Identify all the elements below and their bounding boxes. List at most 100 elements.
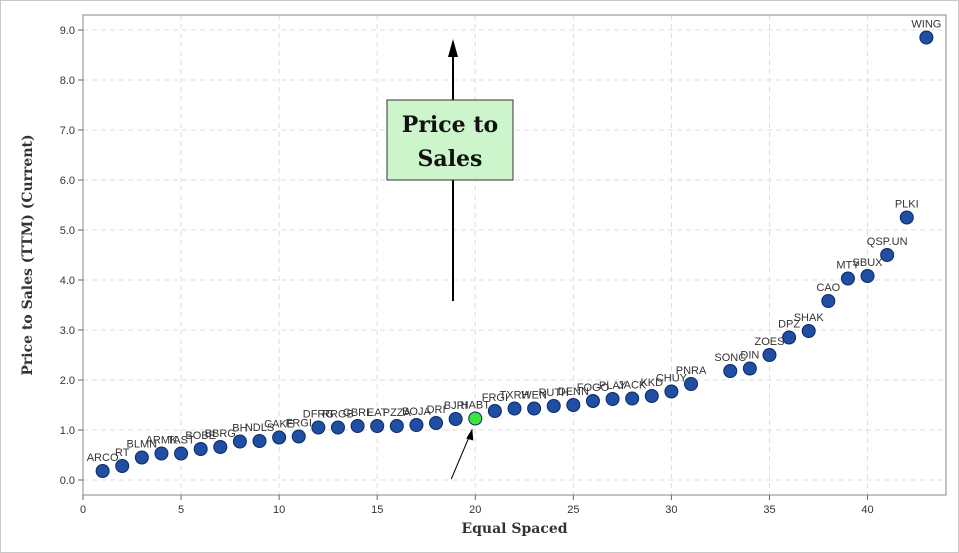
data-point-label: MTY <box>836 260 860 272</box>
data-point-label: PNRA <box>676 365 707 377</box>
data-point <box>134 450 149 465</box>
callout-box <box>386 99 514 181</box>
data-point-label: RUTH <box>538 387 569 399</box>
x-tick-label: 5 <box>178 504 184 516</box>
highlight-pointer-arrow <box>450 428 474 480</box>
price-to-sales-callout: Price to Sales <box>386 39 514 301</box>
data-point <box>605 392 620 406</box>
y-tick-label: 2.0 <box>60 375 75 387</box>
data-point <box>899 210 914 225</box>
pointer-head <box>466 428 474 441</box>
data-point-label: ARMK <box>146 435 178 447</box>
data-point-label: BOBE <box>185 430 216 442</box>
x-tick-label: 15 <box>371 504 383 516</box>
x-tick-label: 40 <box>861 504 873 516</box>
data-point <box>644 389 659 403</box>
data-point-label: SBUX <box>853 257 884 269</box>
y-axis-title: Price to Sales (TTM) (Current) <box>20 134 36 375</box>
data-point-label: FOGO <box>577 382 610 394</box>
y-tick-label: 0.0 <box>60 475 75 487</box>
data-point <box>429 416 444 430</box>
data-point <box>330 420 345 435</box>
data-point <box>625 391 640 406</box>
plot-area <box>82 14 947 496</box>
data-point-label: FRGI <box>482 392 508 404</box>
data-point-label: HABT <box>461 400 491 412</box>
data-point <box>350 419 365 433</box>
tick-labels: 0.0 1.0 2.0 3.0 4.0 5.0 6.0 7.0 8.0 9.0 0 5 10 15 20 25… <box>60 25 874 516</box>
data-point-label: DIN <box>740 350 759 362</box>
pointer-line <box>450 436 470 480</box>
x-tick-label: 30 <box>665 504 677 516</box>
data-point <box>232 434 247 449</box>
data-point-label: RT <box>115 447 130 459</box>
data-point-label: DRI <box>427 404 446 416</box>
data-point <box>291 429 306 444</box>
data-point <box>409 418 424 432</box>
data-point-label: WING <box>911 19 941 31</box>
data-point-label: BOJA <box>402 406 431 418</box>
data-point <box>566 398 581 412</box>
data-point <box>880 248 895 262</box>
data-point-label: CHUY <box>656 373 688 385</box>
data-point-label: SONC <box>714 352 746 364</box>
grid-lines <box>82 15 946 495</box>
data-point-label: JACK <box>618 380 647 392</box>
data-point-label: DENN <box>558 386 589 398</box>
data-point-label: QSP.UN <box>867 236 908 248</box>
data-point <box>115 459 130 473</box>
data-point-label: RRGB <box>322 409 354 421</box>
data-point-label: DPZ <box>778 319 800 331</box>
data-point <box>272 430 287 445</box>
data-point <box>95 464 110 478</box>
data-point-label: PLAY <box>599 380 627 392</box>
data-point-labels: ARCORTBLMNARMKTASTBOBEBBRGBHNDLSCAKEFRGI… <box>87 19 942 465</box>
data-point <box>193 442 208 456</box>
x-axis-title: Equal Spaced <box>461 521 567 537</box>
data-point-label: SHAK <box>794 312 825 324</box>
data-point <box>762 348 777 362</box>
y-tick-label: 4.0 <box>60 275 75 287</box>
callout-arrow-head <box>448 39 458 57</box>
data-point <box>487 404 502 418</box>
data-point-label: EAT <box>367 407 388 419</box>
data-point <box>527 401 542 416</box>
data-point <box>801 324 816 338</box>
data-point <box>252 434 267 448</box>
data-point-label: CAKE <box>264 419 294 431</box>
data-point-label: ARCO <box>87 452 119 464</box>
data-point <box>311 420 326 435</box>
data-point <box>213 440 228 454</box>
data-point <box>546 399 561 413</box>
data-point <box>507 401 522 416</box>
y-tick-label: 9.0 <box>60 25 75 37</box>
y-tick-label: 8.0 <box>60 75 75 87</box>
data-point-label: BJRI <box>444 400 468 412</box>
data-point-label: KKD <box>640 377 663 389</box>
callout-text-line-1: Price to <box>402 112 498 138</box>
data-point <box>919 30 934 45</box>
data-point <box>723 364 738 378</box>
data-point <box>664 384 679 399</box>
x-tick-label: 0 <box>80 504 86 516</box>
data-point-label: BH <box>232 423 247 435</box>
y-tick-label: 7.0 <box>60 125 75 137</box>
data-point <box>174 446 189 461</box>
data-point <box>448 412 463 426</box>
data-point-label: CBRL <box>343 407 372 419</box>
data-point <box>389 419 404 433</box>
data-point-label: DFRG <box>303 409 334 421</box>
y-tick-label: 6.0 <box>60 175 75 187</box>
x-tick-label: 25 <box>567 504 579 516</box>
callout-text-line-2: Sales <box>418 146 483 172</box>
data-point <box>370 419 385 433</box>
x-tick-label: 35 <box>763 504 775 516</box>
x-tick-label: 20 <box>469 504 481 516</box>
data-point-label: TXRH <box>500 390 530 402</box>
data-point-label: NDLS <box>245 422 274 434</box>
data-point-label: CAO <box>816 282 840 294</box>
data-point <box>585 394 600 408</box>
data-point-label: WEN <box>521 390 547 402</box>
data-point <box>840 271 855 286</box>
data-point <box>742 361 757 376</box>
